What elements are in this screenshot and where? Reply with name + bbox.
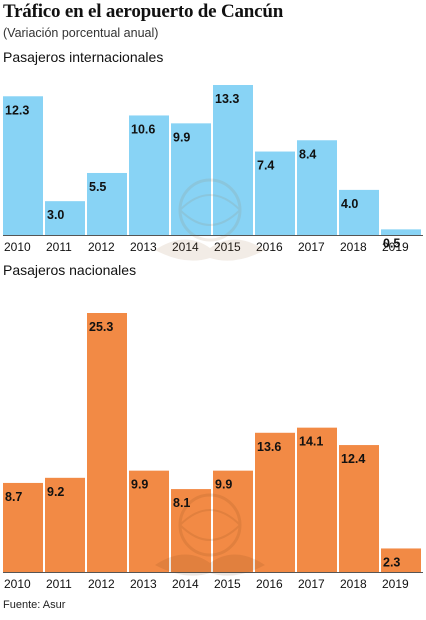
national-year-tick: 2011 — [46, 577, 72, 591]
national-bar-2017 — [297, 427, 337, 572]
national-value-label: 9.9 — [215, 478, 232, 492]
chart-title: Tráfico en el aeropuerto de Cancún — [3, 1, 284, 22]
national-year-tick: 2017 — [298, 577, 325, 591]
international-year-tick: 2016 — [256, 240, 283, 254]
national-year-tick: 2012 — [88, 577, 115, 591]
international-year-tick: 2011 — [46, 240, 72, 254]
chart-subtitle: (Variación porcentual anual) — [3, 26, 159, 40]
international-value-label: 3.0 — [47, 208, 64, 222]
national-value-label: 14.1 — [299, 435, 323, 449]
national-year-tick: 2015 — [214, 577, 241, 591]
international-value-label: 9.9 — [173, 130, 190, 144]
international-bar-2012 — [87, 172, 127, 235]
international-year-tick: 2018 — [340, 240, 367, 254]
international-value-label: 0.5 — [383, 236, 400, 250]
national-year-tick: 2014 — [172, 577, 199, 591]
international-section-title: Pasajeros internacionales — [3, 49, 164, 65]
national-bar-2014 — [171, 489, 211, 572]
international-value-label: 12.3 — [5, 103, 29, 117]
international-bar-2015 — [213, 85, 253, 235]
national-value-label: 2.3 — [383, 555, 400, 569]
international-bar-2011 — [45, 201, 85, 235]
national-bar-2012 — [87, 313, 127, 572]
national-bar-2018 — [339, 445, 379, 572]
international-year-tick: 2013 — [130, 240, 157, 254]
international-bar-2016 — [255, 151, 295, 235]
national-bar-chart: 8.7 2010 9.2 2011 25.3 2012 9.9 2013 8.1 2014 9.9 2… — [3, 313, 423, 591]
international-year-tick: 2017 — [298, 240, 325, 254]
international-year-tick: 2012 — [88, 240, 115, 254]
national-value-label: 13.6 — [257, 440, 281, 454]
international-year-tick: 2014 — [172, 240, 199, 254]
national-year-tick: 2013 — [130, 577, 157, 591]
international-year-tick: 2019 — [382, 240, 409, 254]
international-year-tick: 2015 — [214, 240, 241, 254]
international-year-tick: 2010 — [4, 240, 31, 254]
national-value-label: 12.4 — [341, 452, 365, 466]
national-year-tick: 2016 — [256, 577, 283, 591]
national-section-title: Pasajeros nacionales — [3, 262, 137, 278]
national-value-label: 9.9 — [131, 478, 148, 492]
source-note: Fuente: Asur — [3, 599, 66, 611]
international-value-label: 4.0 — [341, 197, 358, 211]
national-year-tick: 2018 — [340, 577, 367, 591]
international-bar-2017 — [297, 140, 337, 235]
watermark-emblem-icon — [155, 178, 265, 261]
international-value-label: 5.5 — [89, 180, 106, 194]
international-bar-2014 — [171, 123, 211, 235]
national-bar-2016 — [255, 432, 295, 572]
national-bar-2019 — [381, 548, 421, 572]
international-value-label: 13.3 — [215, 92, 239, 106]
national-year-tick: 2019 — [382, 577, 409, 591]
international-bar-2013 — [129, 115, 169, 235]
national-value-label: 25.3 — [89, 320, 113, 334]
watermark-emblem-icon — [155, 493, 265, 576]
national-value-label: 9.2 — [47, 485, 64, 499]
national-value-label: 8.7 — [5, 490, 22, 504]
national-bar-2010 — [3, 482, 43, 572]
national-bar-2011 — [45, 477, 85, 572]
national-bar-2015 — [213, 470, 253, 572]
international-bar-chart: 12.3 2010 3.0 2011 5.5 2012 10.6 2013 9.9 2014 13.… — [3, 85, 423, 254]
international-value-label: 8.4 — [299, 147, 316, 161]
national-year-tick: 2010 — [4, 577, 31, 591]
international-bar-2018 — [339, 189, 379, 235]
national-value-label: 8.1 — [173, 496, 190, 510]
national-bar-2013 — [129, 470, 169, 572]
international-value-label: 7.4 — [257, 159, 274, 173]
international-bar-2019 — [381, 229, 421, 235]
international-bar-2010 — [3, 96, 43, 235]
international-value-label: 10.6 — [131, 122, 155, 136]
